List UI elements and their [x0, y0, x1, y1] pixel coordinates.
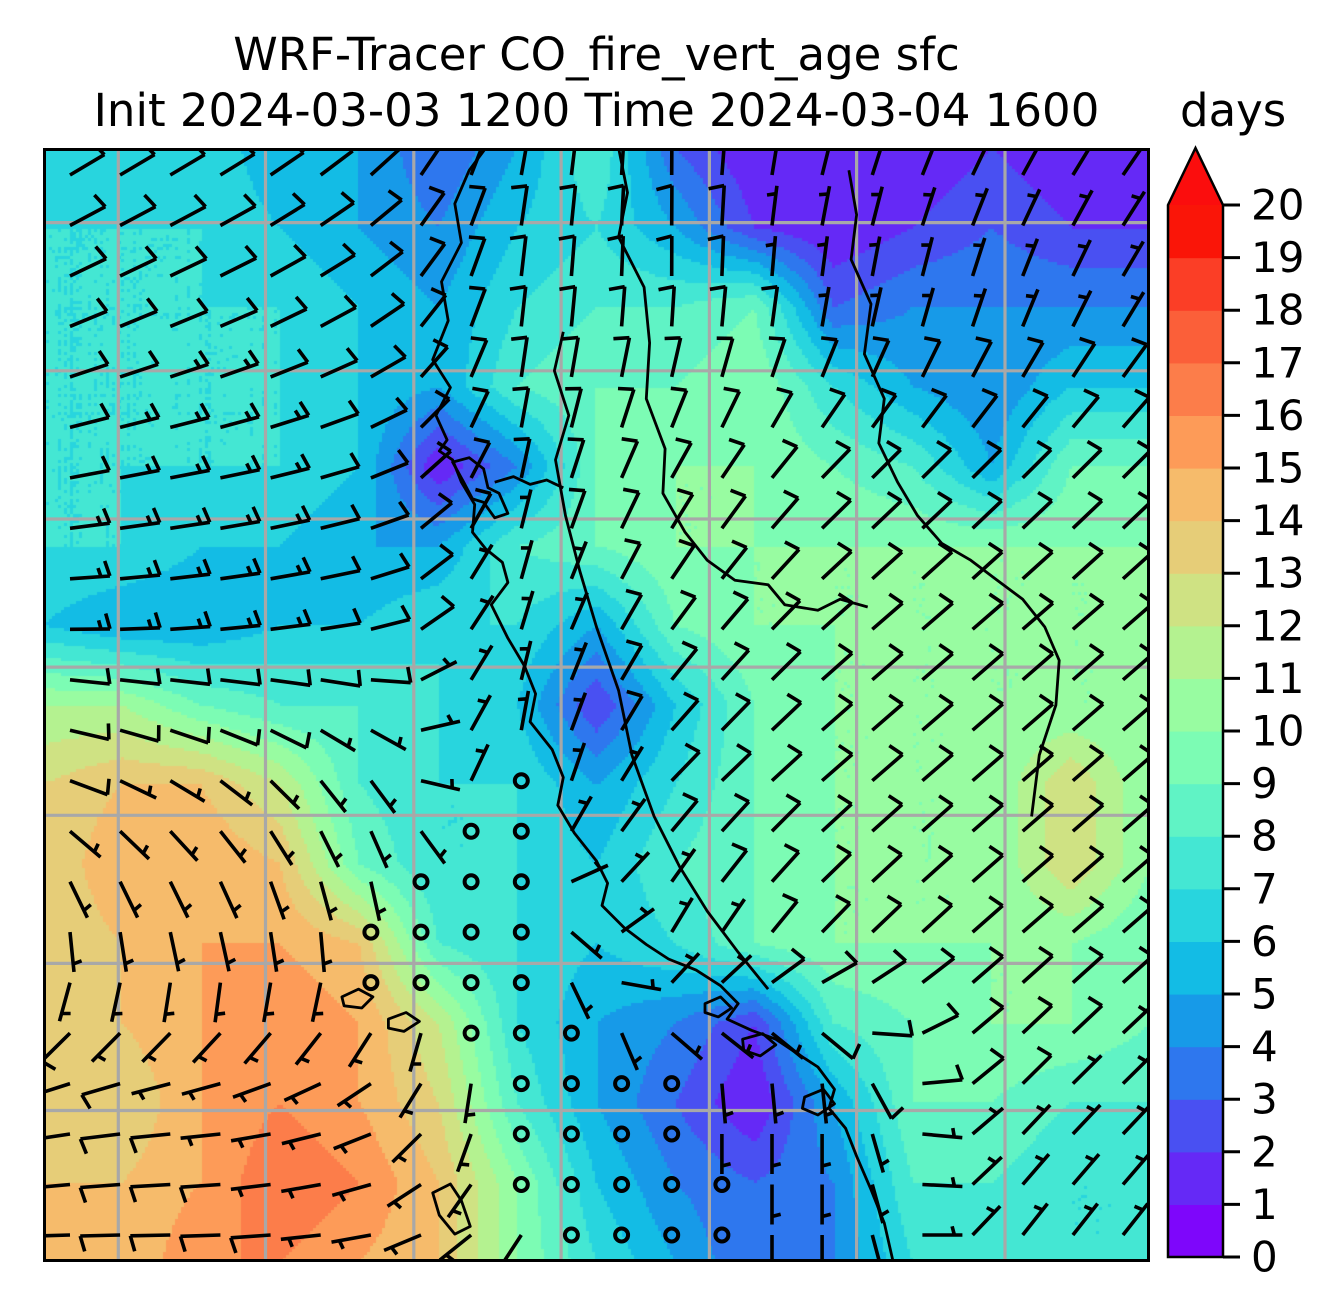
plot-title: WRF-Tracer CO_fire_vert_age sfc: [233, 28, 960, 81]
colorbar-tick-label: 12: [1251, 601, 1304, 650]
colorbar-tick-label: 4: [1251, 1022, 1278, 1071]
colorbar-tick-label: 11: [1251, 654, 1304, 703]
colorbar-tick-label: 8: [1251, 812, 1278, 861]
colorbar-tick-label: 18: [1251, 286, 1304, 335]
colorbar-tick-label: 2: [1251, 1127, 1278, 1176]
colorbar-tick-label: 0: [1251, 1233, 1278, 1282]
colorbar-tick-label: 6: [1251, 917, 1278, 966]
colorbar-tick-label: 14: [1251, 496, 1304, 545]
colorbar-tick-label: 10: [1251, 707, 1304, 756]
colorbar-tick-label: 1: [1251, 1180, 1278, 1229]
colorbar-tick-label: 3: [1251, 1075, 1278, 1124]
colorbar-tick-label: 19: [1251, 233, 1304, 282]
colorbar-tick-label: 5: [1251, 970, 1278, 1019]
colorbar-tick-label: 13: [1251, 549, 1304, 598]
colorbar-tick-label: 9: [1251, 759, 1278, 808]
colorbar-tick-label: 16: [1251, 391, 1304, 440]
tracer-age-field-canvas: [43, 148, 1150, 1262]
colorbar-tick-label: 7: [1251, 864, 1278, 913]
colorbar-units-label: days: [1180, 84, 1287, 137]
colorbar-tick-label: 17: [1251, 338, 1304, 387]
colorbar-tick-label: 15: [1251, 444, 1304, 493]
init-valid-time-subtitle: Init 2024-03-03 1200 Time 2024-03-04 160…: [93, 84, 1100, 137]
colorbar-tick-label: 20: [1251, 181, 1304, 230]
map-overlay-wind-barbs: [43, 148, 1150, 1262]
